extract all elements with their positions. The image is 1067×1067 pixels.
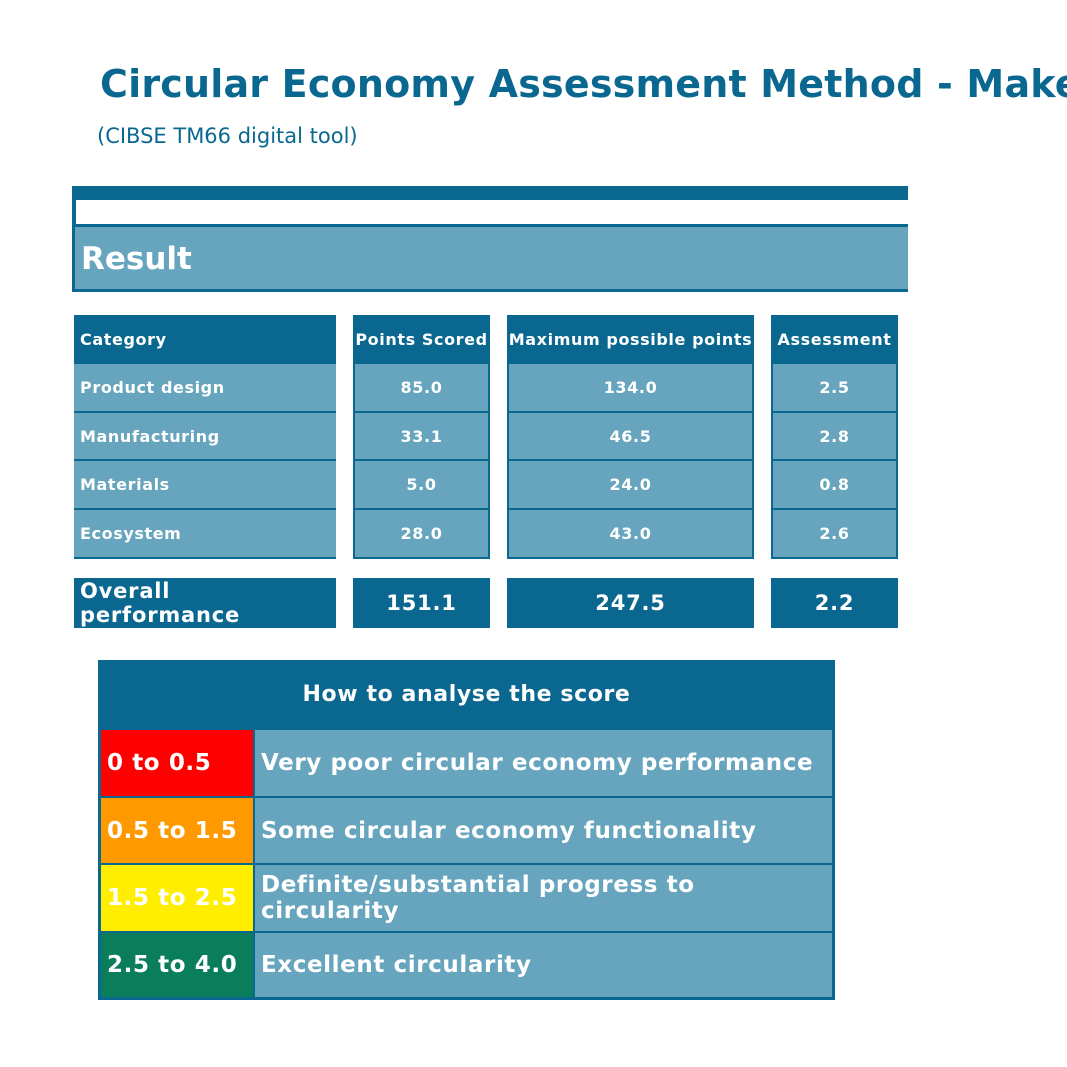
- page-subtitle: (CIBSE TM66 digital tool): [97, 124, 358, 148]
- overall-assessment: 2.2: [771, 578, 898, 628]
- points-scored-cell: 5.0: [353, 461, 490, 510]
- overall-performance-label: Overall performance: [74, 578, 336, 628]
- column-header-maximum-points: Maximum possible points: [507, 315, 754, 364]
- points-scored-cell: 28.0: [353, 510, 490, 559]
- column-header-points-scored: Points Scored: [353, 315, 490, 364]
- assessment-cell: 0.8: [771, 461, 898, 510]
- legend-heading: How to analyse the score: [98, 660, 835, 728]
- legend-range-excellent: 2.5 to 4.0: [101, 933, 253, 997]
- assessment-cell: 2.8: [771, 413, 898, 461]
- row-category: Manufacturing: [74, 413, 336, 461]
- overall-maximum-points: 247.5: [507, 578, 754, 628]
- row-category: Ecosystem: [74, 510, 336, 559]
- column-header-category: Category: [74, 315, 336, 364]
- row-category: Materials: [74, 461, 336, 510]
- assessment-cell: 2.6: [771, 510, 898, 559]
- points-scored-cell: 85.0: [353, 364, 490, 413]
- column-header-assessment: Assessment: [771, 315, 898, 364]
- page-title: Circular Economy Assessment Method - Mak…: [100, 62, 1067, 106]
- legend-range-some: 0.5 to 1.5: [101, 798, 253, 863]
- legend-description-some: Some circular economy functionality: [255, 798, 832, 863]
- maximum-points-cell: 24.0: [507, 461, 754, 510]
- maximum-points-cell: 46.5: [507, 413, 754, 461]
- result-heading: Result: [81, 241, 192, 277]
- legend-description-substantial: Definite/substantial progress to circula…: [255, 865, 832, 931]
- assessment-cell: 2.5: [771, 364, 898, 413]
- result-banner: Result: [72, 224, 908, 292]
- points-scored-cell: 33.1: [353, 413, 490, 461]
- top-divider-bar: [72, 186, 908, 200]
- maximum-points-cell: 134.0: [507, 364, 754, 413]
- overall-points-scored: 151.1: [353, 578, 490, 628]
- row-category: Product design: [74, 364, 336, 413]
- top-divider-edge: [72, 200, 76, 226]
- legend-range-very-poor: 0 to 0.5: [101, 730, 253, 796]
- legend-description-excellent: Excellent circularity: [255, 933, 832, 997]
- legend-description-very-poor: Very poor circular economy performance: [255, 730, 832, 796]
- legend-range-substantial: 1.5 to 2.5: [101, 865, 253, 931]
- maximum-points-cell: 43.0: [507, 510, 754, 559]
